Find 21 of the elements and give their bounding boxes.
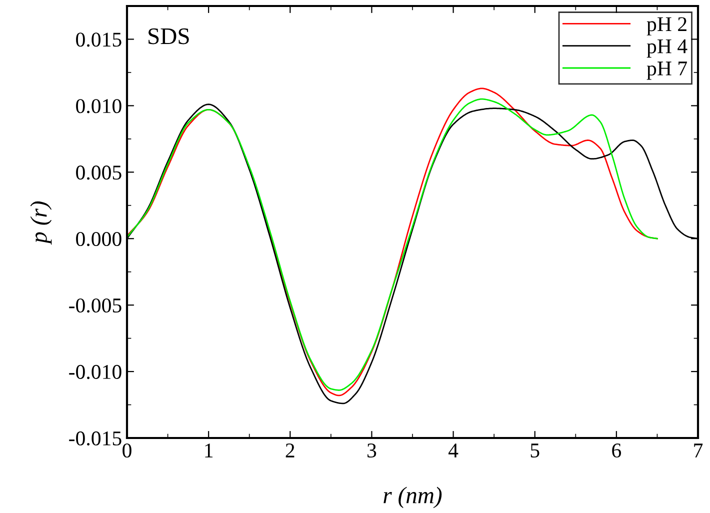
- y-axis-title: p (r): [30, 201, 52, 245]
- legend-label: pH 2: [646, 17, 686, 36]
- x-tick-label: 6: [612, 444, 622, 458]
- x-tick-label: 1: [205, 444, 213, 458]
- y-tick-label: -0.005: [69, 298, 122, 313]
- x-tick-label: 2: [286, 444, 294, 458]
- x-tick-label: 4: [448, 444, 458, 458]
- x-tick-label: 7: [694, 444, 703, 458]
- y-tick-label: -0.015: [69, 431, 122, 446]
- y-tick-label: 0.010: [76, 99, 122, 114]
- x-axis-title: r (nm): [384, 486, 442, 508]
- y-tick-label: 0.015: [76, 32, 122, 47]
- y-tick-label: -0.010: [69, 364, 122, 380]
- y-tick-label: 0.000: [76, 232, 122, 246]
- x-tick-label: 0: [122, 443, 132, 458]
- x-tick-label: 5: [530, 444, 540, 458]
- legend-label: pH 4: [646, 39, 688, 58]
- y-tick-label: 0.005: [76, 166, 122, 180]
- annotation: SDS: [148, 28, 189, 44]
- x-tick-label: 3: [368, 444, 376, 458]
- legend-label: pH 7: [646, 62, 687, 80]
